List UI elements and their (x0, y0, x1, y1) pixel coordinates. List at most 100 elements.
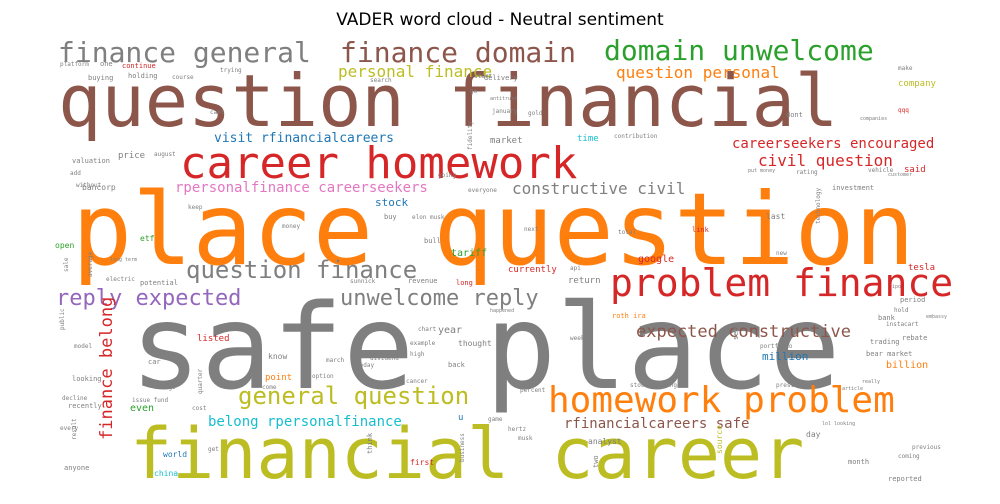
word-finance-belong: finance belong (97, 297, 117, 440)
word-portfolio: portfolio (760, 343, 793, 350)
word-long: long (456, 279, 473, 287)
word-start: start (474, 73, 492, 80)
word-listed: listed (197, 334, 230, 344)
word-january: january (492, 108, 518, 115)
word-keep: keep (188, 204, 203, 211)
word-one: one (100, 60, 113, 68)
word-electric: electric (106, 276, 135, 283)
word-month: month (848, 458, 869, 466)
word-percent: percent (520, 387, 546, 394)
word-issue-fund: issue fund (132, 397, 169, 404)
word-quarter: quarter (197, 368, 204, 394)
word-article: article (842, 386, 863, 392)
word-looking: looking (72, 375, 102, 383)
word-constructive-civil: constructive civil (512, 179, 685, 198)
word-total: total (618, 229, 636, 236)
word-cost: cost (192, 405, 207, 412)
word-week: week (570, 335, 585, 342)
word-revenue: revenue (408, 277, 438, 285)
word-point: point (265, 373, 292, 383)
word-china: china (154, 469, 178, 478)
word-dont: dont (786, 111, 803, 119)
word-said: said (904, 165, 926, 175)
word-vehicle: vehicle (868, 167, 894, 174)
word-rebate: rebate (902, 334, 927, 342)
word-instacart: instacart (886, 321, 919, 328)
word-even: even (130, 403, 154, 414)
word-market: market (490, 136, 523, 146)
word-finance-domain: finance domain (340, 36, 576, 69)
word-world: world (163, 450, 187, 459)
word-buy: buy (384, 213, 397, 221)
word-companies: companies (860, 116, 887, 122)
word-add: add (70, 170, 81, 177)
word-anyone: anyone (64, 464, 89, 472)
word-lol-looking: lol looking (822, 421, 855, 427)
word-continue: continue (122, 62, 156, 70)
word-finance-general: finance general (58, 36, 311, 69)
word-august: august (154, 151, 176, 158)
word-bull: bull (424, 237, 441, 245)
word-coming: coming (898, 453, 920, 460)
word-visit-rfinancialcareers: visit rfinancialcareers (214, 131, 394, 146)
word-example: example (410, 340, 436, 347)
chart-title: VADER word cloud - Neutral sentiment (336, 10, 664, 30)
word-long-term: long term (110, 257, 137, 263)
word-rfinancialcareers-safe: rfinancialcareers safe (564, 416, 749, 432)
word-every: every (60, 425, 78, 432)
word-day: day (806, 430, 821, 439)
word-cant: cant (210, 109, 225, 116)
word-president: president (776, 382, 809, 389)
word-ipo: ipo (892, 284, 901, 290)
word-platform: platform (60, 61, 89, 68)
word-financial-career: financial career (130, 413, 804, 495)
word-average: average (87, 251, 94, 277)
word-safe-place: safe place (130, 278, 840, 416)
word-bank: bank (878, 314, 896, 322)
word-bear-market: bear market (866, 350, 912, 358)
word-option: option (312, 373, 334, 380)
word-previous: previous (912, 444, 941, 451)
word-make: make (898, 65, 913, 72)
word-billion: billion (886, 360, 928, 371)
word-antitrust: antitrust (490, 96, 517, 102)
word-today: today (356, 362, 374, 369)
word-u: u (458, 413, 463, 423)
word-return: return (568, 276, 601, 286)
word-source: source (715, 425, 724, 454)
word-embassy: embassy (926, 314, 947, 320)
word-without: without (76, 182, 102, 189)
word-belong-rpersonalfinance: belong rpersonalfinance (208, 414, 402, 430)
word-musk: musk (518, 435, 533, 442)
word-happened: happened (490, 308, 514, 314)
word-stock: stock (375, 196, 408, 209)
word-problem-finance: problem finance (610, 261, 953, 305)
word-change: change (154, 384, 176, 391)
word-delivery: delivery (484, 74, 518, 82)
word-decline: decline (62, 395, 88, 402)
word-potential: potential (140, 279, 178, 287)
word-trading: trading (870, 338, 900, 346)
word-first: first (410, 458, 434, 467)
word-sunnick: sunnick (350, 278, 376, 285)
word-course: course (172, 74, 194, 81)
word-etf: etf (140, 234, 155, 243)
word-car: car (148, 358, 161, 366)
word-holding: holding (128, 72, 158, 80)
word-valuation: valuation (72, 157, 110, 165)
word-general-question: general question (238, 382, 469, 410)
word-period: period (900, 296, 925, 304)
word-recently: recently (68, 402, 102, 410)
word-bancorp: bancorp (82, 183, 116, 192)
word-everyone: everyone (468, 187, 497, 194)
word-open: open (55, 241, 74, 250)
word-game: game (488, 416, 503, 423)
word-business: business (459, 433, 466, 462)
word-year: year (438, 325, 462, 336)
word-last: last (766, 212, 785, 221)
word-personal-finance: personal finance (338, 62, 492, 81)
word-hertz: hertz (508, 426, 526, 433)
word-reply-expected: reply expected (56, 286, 241, 311)
word-question-financial: question financial (58, 59, 838, 143)
